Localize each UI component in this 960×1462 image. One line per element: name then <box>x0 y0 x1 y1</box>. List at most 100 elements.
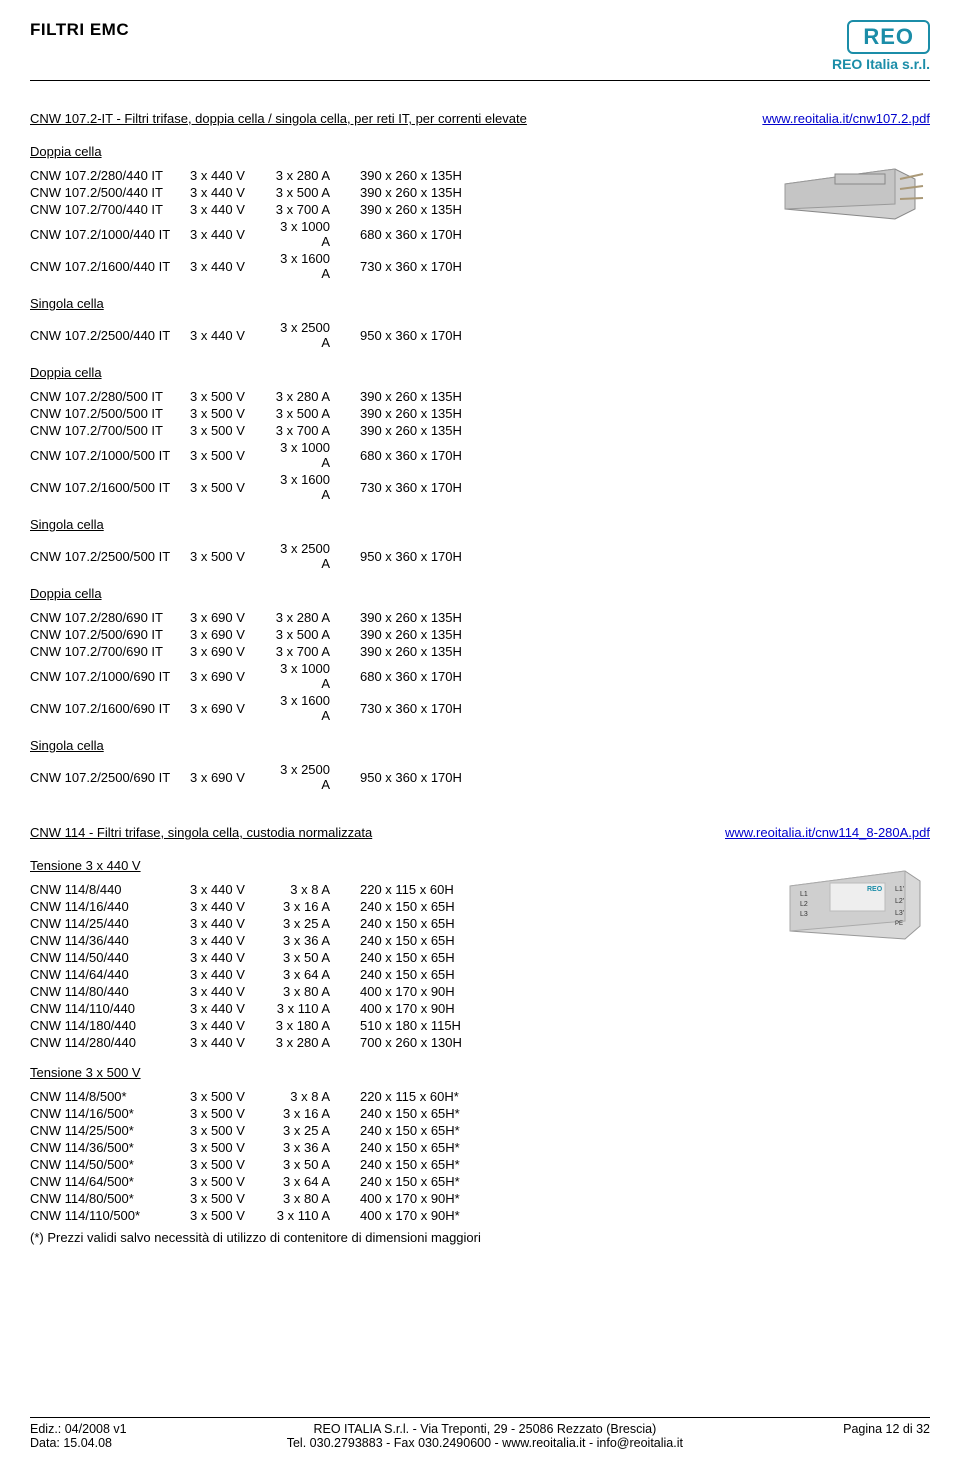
dimension-cell: 510 x 180 x 115H <box>360 1017 520 1034</box>
voltage-cell: 3 x 690 V <box>190 643 270 660</box>
table-row: CNW 107.2/1000/500 IT3 x 500 V3 x 1000 A… <box>30 439 520 471</box>
voltage-cell: 3 x 690 V <box>190 609 270 626</box>
dimension-cell: 240 x 150 x 65H* <box>360 1173 520 1190</box>
table-row: CNW 114/50/4403 x 440 V3 x 50 A240 x 150… <box>30 949 520 966</box>
svg-text:L1: L1 <box>800 891 808 898</box>
dimension-cell: 390 x 260 x 135H <box>360 643 520 660</box>
group-label: Doppia cella <box>30 144 750 159</box>
voltage-cell: 3 x 440 V <box>190 1034 270 1051</box>
table-row: CNW 107.2/700/690 IT3 x 690 V3 x 700 A39… <box>30 643 520 660</box>
table-row: CNW 114/36/500*3 x 500 V3 x 36 A240 x 15… <box>30 1139 520 1156</box>
model-cell: CNW 107.2/1000/440 IT <box>30 218 190 250</box>
current-cell: 3 x 8 A <box>270 1088 360 1105</box>
model-cell: CNW 114/25/500* <box>30 1122 190 1139</box>
table-row: CNW 114/16/4403 x 440 V3 x 16 A240 x 150… <box>30 898 520 915</box>
voltage-cell: 3 x 500 V <box>190 405 270 422</box>
model-cell: CNW 114/110/500* <box>30 1207 190 1224</box>
group-label: Singola cella <box>30 296 750 311</box>
current-cell: 3 x 1000 A <box>270 218 360 250</box>
current-cell: 3 x 1600 A <box>270 250 360 282</box>
voltage-cell: 3 x 440 V <box>190 1000 270 1017</box>
model-cell: CNW 114/50/500* <box>30 1156 190 1173</box>
table-row: CNW 114/280/4403 x 440 V3 x 280 A700 x 2… <box>30 1034 520 1051</box>
group-label: Tensione 3 x 500 V <box>30 1065 750 1080</box>
voltage-cell: 3 x 440 V <box>190 167 270 184</box>
dimension-cell: 240 x 150 x 65H <box>360 915 520 932</box>
current-cell: 3 x 500 A <box>270 626 360 643</box>
table-row: CNW 107.2/280/500 IT3 x 500 V3 x 280 A39… <box>30 388 520 405</box>
dimension-cell: 680 x 360 x 170H <box>360 439 520 471</box>
svg-text:L3': L3' <box>895 910 904 917</box>
section-link[interactable]: www.reoitalia.it/cnw114_8-280A.pdf <box>725 825 930 840</box>
current-cell: 3 x 25 A <box>270 915 360 932</box>
voltage-cell: 3 x 440 V <box>190 932 270 949</box>
section-link[interactable]: www.reoitalia.it/cnw107.2.pdf <box>762 111 930 126</box>
table-row: CNW 107.2/1000/440 IT3 x 440 V3 x 1000 A… <box>30 218 520 250</box>
table-row: CNW 114/16/500*3 x 500 V3 x 16 A240 x 15… <box>30 1105 520 1122</box>
current-cell: 3 x 50 A <box>270 949 360 966</box>
model-cell: CNW 114/8/440 <box>30 881 190 898</box>
current-cell: 3 x 280 A <box>270 167 360 184</box>
current-cell: 3 x 110 A <box>270 1207 360 1224</box>
voltage-cell: 3 x 440 V <box>190 218 270 250</box>
dimension-cell: 240 x 150 x 65H <box>360 898 520 915</box>
logo-sub-text: REO Italia s.r.l. <box>832 56 930 72</box>
model-cell: CNW 114/64/440 <box>30 966 190 983</box>
svg-text:L2': L2' <box>895 898 904 905</box>
voltage-cell: 3 x 440 V <box>190 983 270 1000</box>
section-heading: CNW 114 - Filtri trifase, singola cella,… <box>30 825 372 840</box>
dimension-cell: 390 x 260 x 135H <box>360 184 520 201</box>
voltage-cell: 3 x 440 V <box>190 319 270 351</box>
section-heading: CNW 107.2-IT - Filtri trifase, doppia ce… <box>30 111 527 126</box>
svg-text:PE: PE <box>895 921 903 927</box>
dimension-cell: 700 x 260 x 130H <box>360 1034 520 1051</box>
voltage-cell: 3 x 500 V <box>190 1173 270 1190</box>
dimension-cell: 240 x 150 x 65H* <box>360 1122 520 1139</box>
table-row: CNW 107.2/280/690 IT3 x 690 V3 x 280 A39… <box>30 609 520 626</box>
dimension-cell: 390 x 260 x 135H <box>360 609 520 626</box>
current-cell: 3 x 8 A <box>270 881 360 898</box>
current-cell: 3 x 25 A <box>270 1122 360 1139</box>
table-row: CNW 114/80/500*3 x 500 V3 x 80 A400 x 17… <box>30 1190 520 1207</box>
svg-text:L1': L1' <box>895 886 904 893</box>
voltage-cell: 3 x 440 V <box>190 966 270 983</box>
table-row: CNW 114/25/500*3 x 500 V3 x 25 A240 x 15… <box>30 1122 520 1139</box>
dimension-cell: 390 x 260 x 135H <box>360 626 520 643</box>
voltage-cell: 3 x 440 V <box>190 184 270 201</box>
dimension-cell: 390 x 260 x 135H <box>360 388 520 405</box>
table-row: CNW 107.2/2500/500 IT3 x 500 V3 x 2500 A… <box>30 540 520 572</box>
spec-table: CNW 107.2/280/440 IT3 x 440 V3 x 280 A39… <box>30 167 520 282</box>
current-cell: 3 x 2500 A <box>270 319 360 351</box>
table-row: CNW 107.2/2500/440 IT3 x 440 V3 x 2500 A… <box>30 319 520 351</box>
page-footer: Ediz.: 04/2008 v1 Data: 15.04.08 REO ITA… <box>30 1417 930 1450</box>
current-cell: 3 x 1000 A <box>270 439 360 471</box>
dimension-cell: 400 x 170 x 90H* <box>360 1207 520 1224</box>
model-cell: CNW 114/50/440 <box>30 949 190 966</box>
dimension-cell: 950 x 360 x 170H <box>360 540 520 572</box>
voltage-cell: 3 x 440 V <box>190 1017 270 1034</box>
group-label: Doppia cella <box>30 586 750 601</box>
dimension-cell: 240 x 150 x 65H* <box>360 1156 520 1173</box>
voltage-cell: 3 x 500 V <box>190 1139 270 1156</box>
dimension-cell: 950 x 360 x 170H <box>360 761 520 793</box>
current-cell: 3 x 16 A <box>270 1105 360 1122</box>
table-row: CNW 107.2/500/690 IT3 x 690 V3 x 500 A39… <box>30 626 520 643</box>
current-cell: 3 x 700 A <box>270 422 360 439</box>
dimension-cell: 730 x 360 x 170H <box>360 692 520 724</box>
current-cell: 3 x 280 A <box>270 609 360 626</box>
table-row: CNW 107.2/280/440 IT3 x 440 V3 x 280 A39… <box>30 167 520 184</box>
current-cell: 3 x 110 A <box>270 1000 360 1017</box>
current-cell: 3 x 500 A <box>270 405 360 422</box>
table-row: CNW 107.2/1600/440 IT3 x 440 V3 x 1600 A… <box>30 250 520 282</box>
current-cell: 3 x 64 A <box>270 1173 360 1190</box>
voltage-cell: 3 x 500 V <box>190 540 270 572</box>
voltage-cell: 3 x 690 V <box>190 626 270 643</box>
dimension-cell: 240 x 150 x 65H* <box>360 1139 520 1156</box>
voltage-cell: 3 x 500 V <box>190 1156 270 1173</box>
voltage-cell: 3 x 690 V <box>190 692 270 724</box>
voltage-cell: 3 x 500 V <box>190 1207 270 1224</box>
voltage-cell: 3 x 440 V <box>190 250 270 282</box>
model-cell: CNW 114/16/500* <box>30 1105 190 1122</box>
spec-table: CNW 114/8/500*3 x 500 V3 x 8 A220 x 115 … <box>30 1088 520 1224</box>
table-row: CNW 114/64/500*3 x 500 V3 x 64 A240 x 15… <box>30 1173 520 1190</box>
